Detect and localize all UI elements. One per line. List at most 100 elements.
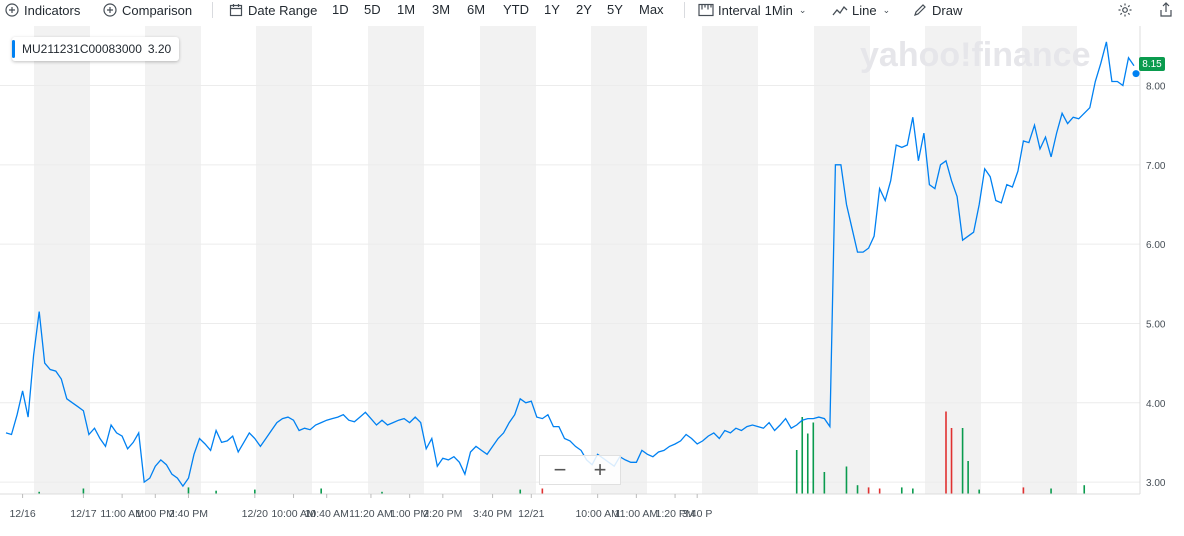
- toolbar-divider: [212, 2, 213, 18]
- volume-bar: [82, 488, 85, 494]
- time-band: [925, 26, 981, 494]
- time-band: [591, 26, 647, 494]
- interval-label: Interval: [718, 2, 761, 18]
- calendar-icon: [228, 2, 244, 18]
- y-tick-label: 5.00: [1146, 319, 1166, 330]
- x-tick-label: 3:40 P: [682, 508, 712, 520]
- pencil-icon: [912, 2, 928, 18]
- comparison-label: Comparison: [122, 2, 193, 18]
- grid-lines: [0, 84, 1140, 483]
- indicators-button[interactable]: Indicators: [4, 2, 80, 18]
- volume-bar: [1022, 487, 1025, 494]
- time-band: [368, 26, 424, 494]
- volume-bar: [795, 450, 798, 494]
- x-tick-label: 1:20 PM: [656, 508, 695, 520]
- x-tick-label: 12/20: [242, 508, 268, 520]
- x-tick-label: 10:00 AM: [271, 508, 315, 520]
- time-band: [814, 26, 870, 494]
- comparison-button[interactable]: Comparison: [102, 2, 192, 18]
- volume-bar: [845, 466, 848, 494]
- volume-bar: [1083, 485, 1086, 494]
- volume-bars: [38, 411, 1086, 494]
- date-range-button[interactable]: Date Range: [228, 2, 317, 18]
- range-2y[interactable]: 2Y: [576, 2, 592, 17]
- volume-bar: [215, 490, 217, 494]
- draw-button[interactable]: Draw: [912, 2, 962, 18]
- y-tick-label: 6.00: [1146, 240, 1166, 251]
- toolbar-divider: [684, 2, 685, 18]
- x-tick-label: 12/16: [9, 508, 35, 520]
- x-tick-label: 1:00 PM: [136, 508, 175, 520]
- range-ytd[interactable]: YTD: [503, 2, 529, 17]
- y-tick-label: 8.00: [1146, 81, 1166, 92]
- range-5d[interactable]: 5D: [364, 2, 381, 17]
- zoom-in-button[interactable]: +: [593, 457, 607, 482]
- volume-bar: [967, 461, 969, 494]
- line-chart-icon: [832, 2, 848, 18]
- zoom-out-button[interactable]: −: [553, 457, 567, 482]
- y-tick-label: 4.00: [1146, 399, 1166, 410]
- share-icon: [1158, 2, 1174, 18]
- volume-bar: [381, 491, 383, 494]
- x-tick-label: 11:00 AM: [100, 508, 144, 520]
- volume-bar: [519, 489, 522, 494]
- volume-bar: [823, 472, 826, 494]
- range-1m[interactable]: 1M: [397, 2, 416, 17]
- time-band: [480, 26, 536, 494]
- time-band: [702, 26, 758, 494]
- time-band: [1022, 26, 1077, 494]
- volume-bar: [900, 487, 903, 494]
- range-5y[interactable]: 5Y: [607, 2, 623, 17]
- x-tick-label: 2:40 PM: [169, 508, 208, 520]
- volume-bar: [801, 417, 804, 494]
- chevron-down-icon: ⌄: [882, 4, 891, 15]
- time-band: [145, 26, 201, 494]
- interval-dropdown[interactable]: Interval 1Min ⌄: [698, 2, 806, 18]
- volume-bar: [961, 428, 964, 494]
- volume-bar: [38, 491, 40, 494]
- volume-bar: [320, 488, 322, 494]
- draw-label: Draw: [932, 2, 963, 18]
- time-band: [34, 26, 90, 494]
- y-axis: 3.00 4.00 5.00 6.00 7.00 8.00: [1146, 81, 1166, 489]
- range-max[interactable]: Max: [639, 2, 664, 17]
- volume-bar: [856, 485, 859, 494]
- zoom-control: − +: [539, 455, 621, 485]
- x-tick-label: 11:00 AM: [615, 508, 659, 520]
- settings-button[interactable]: [1117, 2, 1133, 18]
- day-bands: [34, 26, 1077, 494]
- last-price-marker: [1132, 70, 1140, 78]
- volume-bar: [912, 488, 914, 494]
- symbol-legend[interactable]: MU211231C00083000 3.20: [12, 37, 180, 61]
- range-6m[interactable]: 6M: [467, 2, 486, 17]
- price-line: [5, 41, 1135, 488]
- series-color-swatch: [12, 40, 15, 58]
- volume-bar: [950, 428, 953, 494]
- date-range-label: Date Range: [248, 2, 318, 18]
- time-band: [256, 26, 312, 494]
- range-1y[interactable]: 1Y: [544, 2, 560, 17]
- legend-value: 3.20: [147, 42, 172, 56]
- x-tick-label: 10:40 AM: [305, 508, 349, 520]
- yahoo-finance-watermark: yahoo!finance: [860, 36, 1090, 74]
- volume-bar: [945, 411, 947, 494]
- chart-canvas: yahoo!finance 3.00 4.00 5.00 6.00 7.00 8.00 1…: [0, 26, 1166, 520]
- chart-toolbar: Indicators Comparison Date Range 1D 5D 1…: [0, 0, 1184, 22]
- y-tick-label: 7.00: [1146, 161, 1166, 172]
- chevron-down-icon: ⌄: [798, 4, 807, 15]
- range-3m[interactable]: 3M: [432, 2, 451, 17]
- chart-type-label: Line: [852, 2, 877, 18]
- volume-bar: [978, 489, 980, 494]
- ruler-icon: [698, 2, 714, 18]
- range-1d[interactable]: 1D: [332, 2, 349, 17]
- share-button[interactable]: [1158, 2, 1174, 18]
- volume-bar: [187, 487, 190, 494]
- interval-value: 1Min: [764, 2, 793, 18]
- chart-type-dropdown[interactable]: Line ⌄: [832, 2, 890, 18]
- x-axis: 12/16 12/17 11:00 AM1:00 PM2:40 PM 12/20 10:…: [9, 494, 712, 520]
- x-tick-label: 3:40 PM: [473, 508, 512, 520]
- volume-bar: [878, 488, 881, 494]
- price-chart[interactable]: yahoo!finance 3.00 4.00 5.00 6.00 7.00 8.00 1…: [0, 26, 1184, 531]
- volume-bar: [806, 433, 809, 494]
- gear-icon: [1117, 2, 1133, 18]
